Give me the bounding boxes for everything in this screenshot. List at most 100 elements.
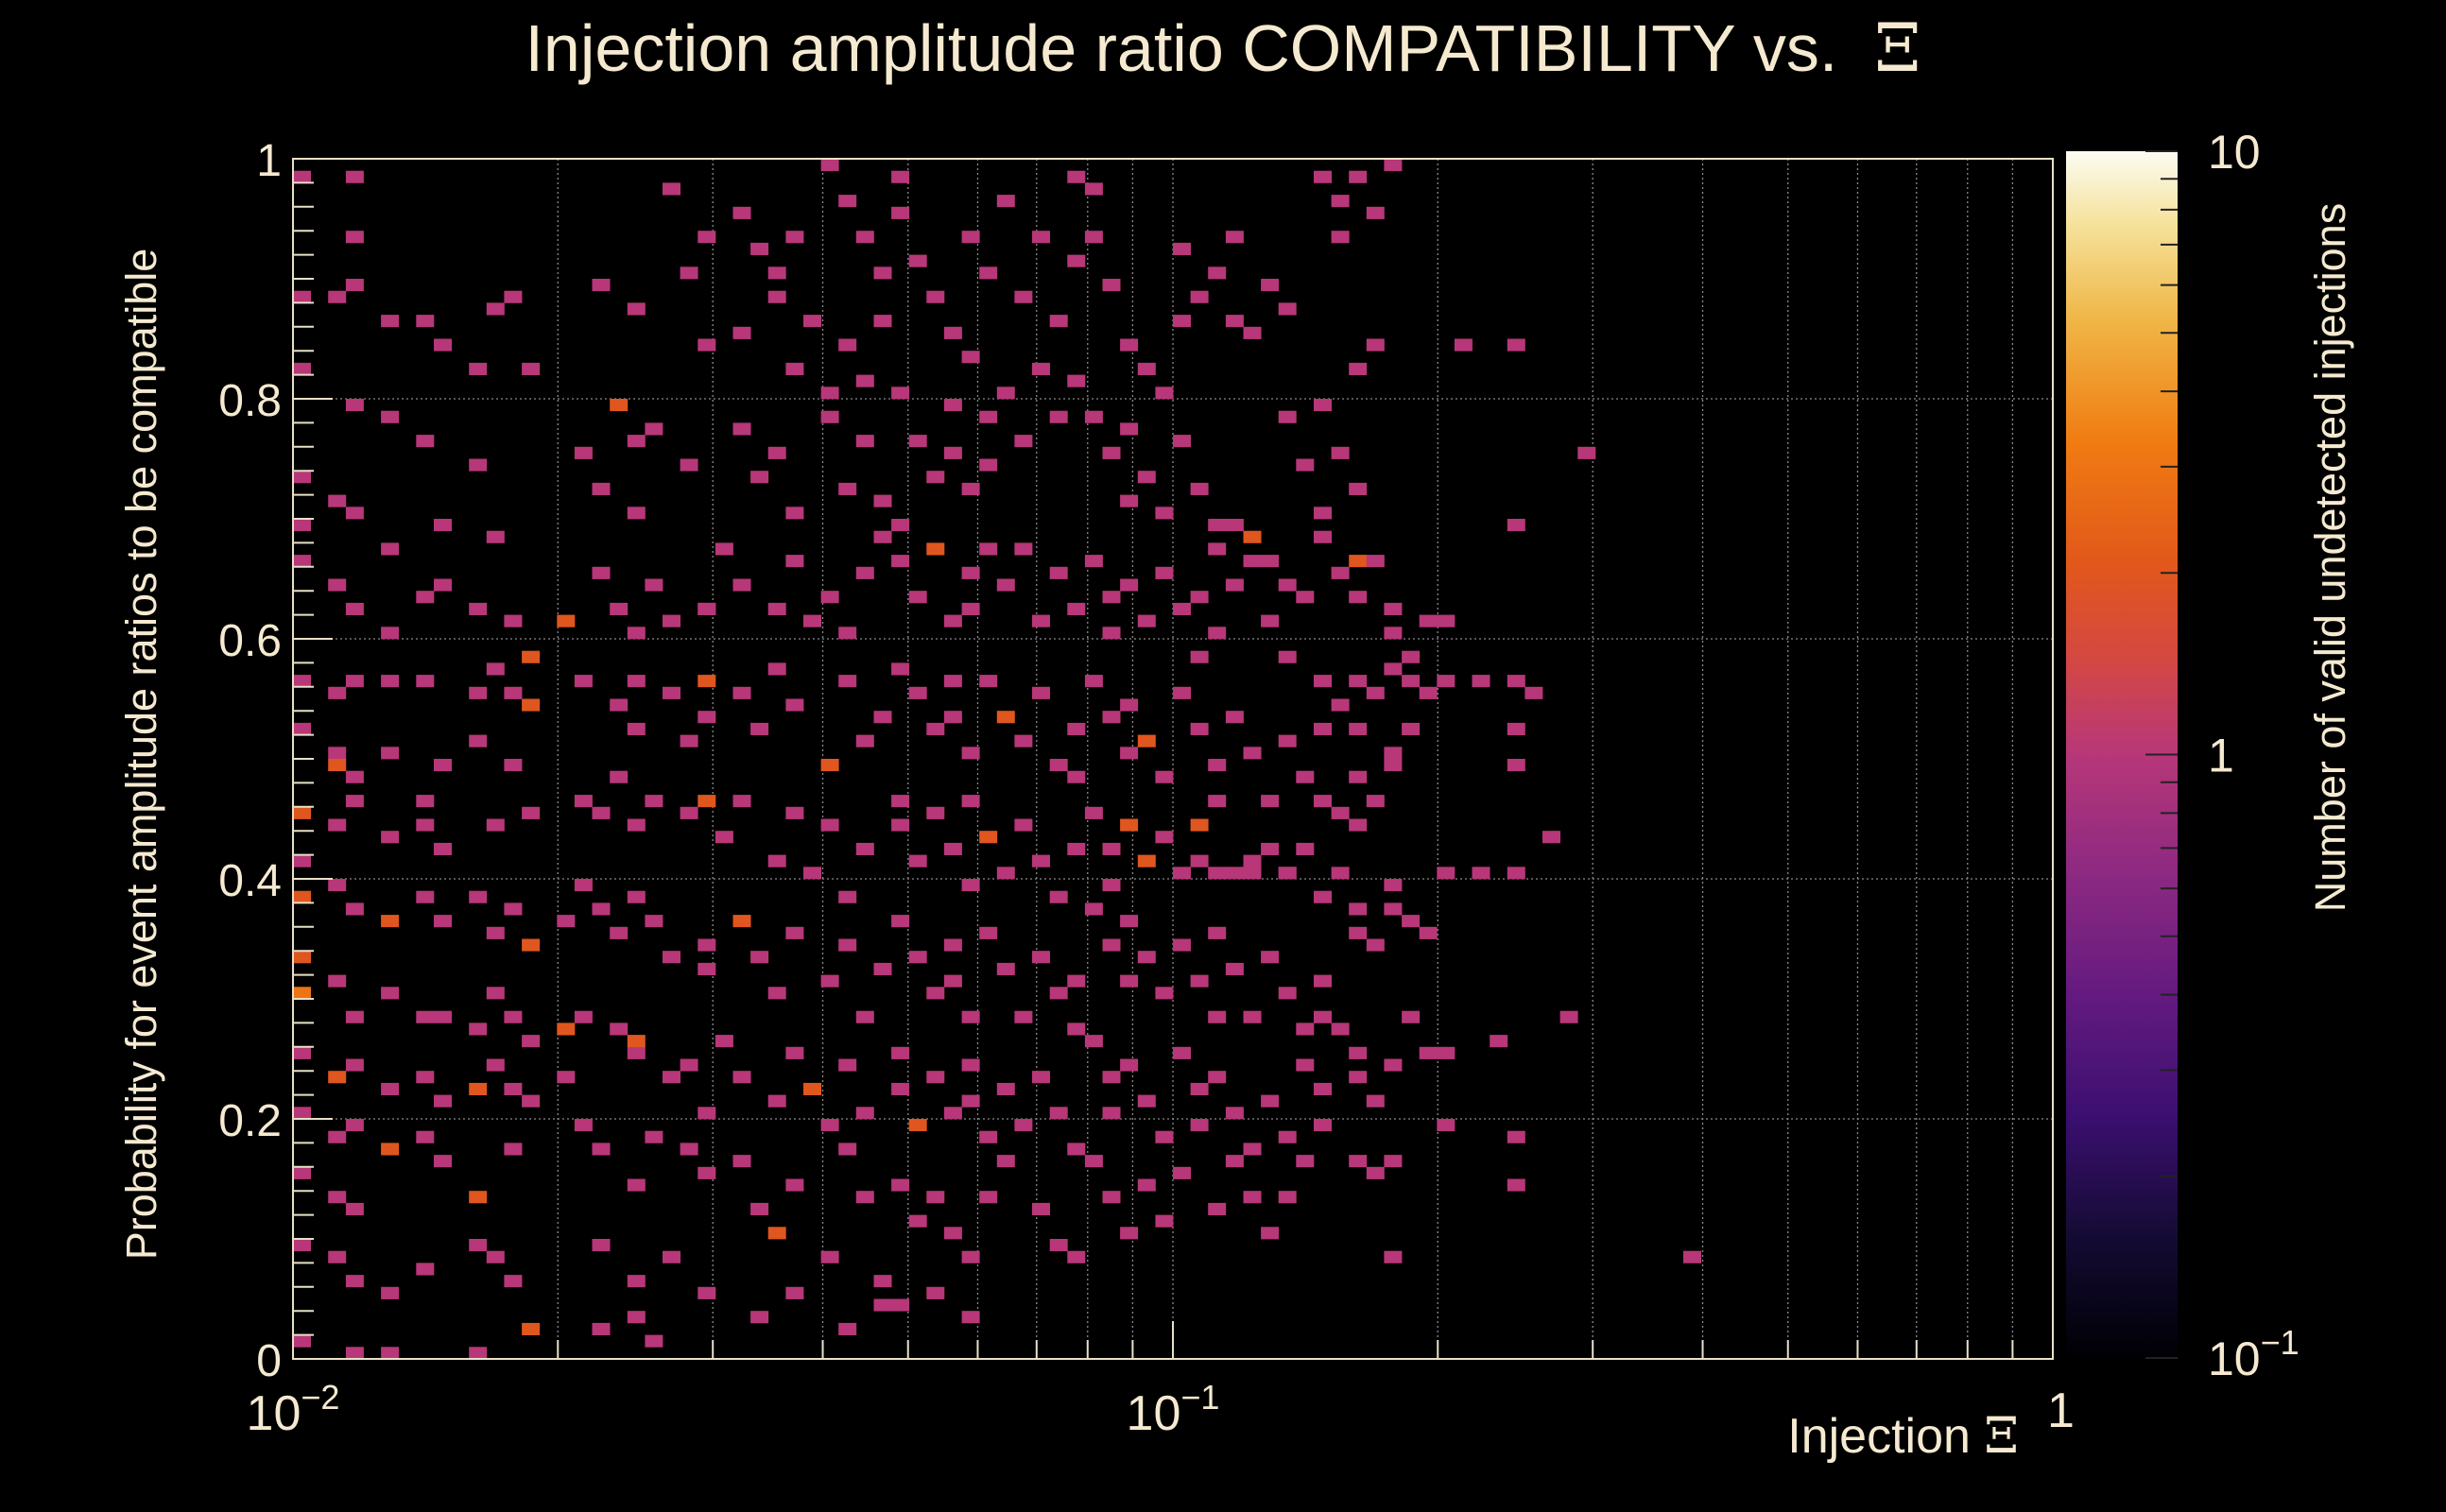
heatmap-cell xyxy=(1137,614,1156,627)
heatmap-cell xyxy=(504,1082,523,1095)
heatmap-cell xyxy=(873,530,892,543)
heatmap-cell xyxy=(328,974,347,988)
heatmap-cell xyxy=(891,387,910,400)
heatmap-cell xyxy=(1402,722,1421,735)
heatmap-cell xyxy=(767,1094,786,1108)
heatmap-cell xyxy=(1084,231,1103,244)
heatmap-cell xyxy=(961,1058,980,1072)
heatmap-cell xyxy=(1067,722,1086,735)
heatmap-cell xyxy=(645,795,663,808)
heatmap-cell xyxy=(504,614,523,627)
heatmap-cell xyxy=(1120,1058,1139,1072)
heatmap-cell xyxy=(820,410,839,423)
heatmap-cell xyxy=(838,890,857,903)
heatmap-cell xyxy=(645,915,663,928)
heatmap-cell xyxy=(504,290,523,303)
heatmap-cell xyxy=(1155,770,1174,783)
heatmap-cell xyxy=(785,1286,804,1299)
heatmap-cell xyxy=(785,926,804,939)
heatmap-cell xyxy=(381,675,400,688)
heatmap-cell xyxy=(1102,938,1121,952)
heatmap-cell xyxy=(767,266,786,280)
heatmap-cell xyxy=(1419,614,1438,627)
heatmap-cell xyxy=(698,338,716,352)
heatmap-cell xyxy=(1208,542,1227,556)
heatmap-cell xyxy=(996,195,1015,208)
heatmap-cell xyxy=(1278,987,1297,1000)
heatmap-cell xyxy=(522,1035,541,1048)
heatmap-cell xyxy=(1190,290,1209,303)
heatmap-cell xyxy=(1437,867,1456,880)
heatmap-cell xyxy=(680,1143,698,1156)
heatmap-cell xyxy=(1243,854,1262,868)
heatmap-cell xyxy=(1384,759,1403,772)
heatmap-cell xyxy=(1384,159,1403,172)
heatmap-cell xyxy=(345,1119,364,1132)
heatmap-cell xyxy=(627,890,646,903)
heatmap-cell xyxy=(1120,747,1139,760)
heatmap-cell xyxy=(1314,399,1332,412)
heatmap-cell xyxy=(1084,902,1103,916)
heatmap-cell xyxy=(328,747,347,760)
heatmap-cell xyxy=(574,675,593,688)
heatmap-cell xyxy=(1208,1010,1227,1023)
heatmap-cell xyxy=(680,806,698,819)
heatmap-cell xyxy=(1120,422,1139,436)
heatmap-cell xyxy=(1243,326,1262,339)
heatmap-cell xyxy=(1454,338,1473,352)
heatmap-cell xyxy=(785,1178,804,1192)
heatmap-cell xyxy=(1032,1202,1050,1215)
heatmap-cell xyxy=(1155,387,1174,400)
heatmap-cell xyxy=(1173,1046,1191,1059)
heatmap-cell xyxy=(785,362,804,375)
heatmap-cell xyxy=(698,1166,716,1179)
heatmap-cell xyxy=(820,1250,839,1263)
heatmap-cell xyxy=(328,1250,347,1263)
heatmap-cell xyxy=(522,650,541,663)
heatmap-cell xyxy=(1349,1071,1368,1084)
heatmap-cell xyxy=(522,362,541,375)
heatmap-cell xyxy=(345,795,364,808)
heatmap-cell xyxy=(522,1094,541,1108)
heatmap-cell xyxy=(610,399,629,412)
heatmap-cell xyxy=(434,1094,452,1108)
heatmap-cell xyxy=(592,1143,611,1156)
heatmap-cell xyxy=(855,1010,874,1023)
heatmap-cell xyxy=(486,530,505,543)
heatmap-cell xyxy=(891,206,910,219)
heatmap-cell xyxy=(1067,602,1086,615)
heatmap-cell xyxy=(1349,591,1368,604)
heatmap-cell xyxy=(1155,987,1174,1000)
heatmap-cell xyxy=(1084,806,1103,819)
heatmap-cell xyxy=(1190,591,1209,604)
heatmap-cell xyxy=(1349,362,1368,375)
heatmap-cell xyxy=(434,338,452,352)
heatmap-cell xyxy=(1366,938,1385,952)
heatmap-cell xyxy=(961,1094,980,1108)
heatmap-cell xyxy=(381,747,400,760)
heatmap-cell xyxy=(1137,951,1156,964)
heatmap-cell xyxy=(1014,435,1033,448)
heatmap-cell xyxy=(627,1275,646,1288)
heatmap-cell xyxy=(592,566,611,579)
heatmap-cell xyxy=(785,1046,804,1059)
heatmap-cell xyxy=(1102,879,1121,892)
heatmap-cell xyxy=(1014,542,1033,556)
heatmap-cell xyxy=(610,770,629,783)
heatmap-cell xyxy=(1032,614,1050,627)
heatmap-cell xyxy=(645,1334,663,1348)
heatmap-cell xyxy=(926,1191,945,1204)
heatmap-cell xyxy=(926,806,945,819)
heatmap-cell xyxy=(1225,578,1244,592)
heatmap-cell xyxy=(1384,902,1403,916)
heatmap-cell xyxy=(1349,1046,1368,1059)
y-tick-label: 0 xyxy=(256,1336,282,1386)
heatmap-cell xyxy=(767,854,786,868)
heatmap-cell xyxy=(1261,555,1280,568)
heatmap-cell xyxy=(1190,1082,1209,1095)
heatmap-cell xyxy=(1314,1082,1332,1095)
heatmap-cell xyxy=(293,519,311,532)
heatmap-cell xyxy=(1296,1022,1315,1036)
heatmap-cell xyxy=(663,614,680,627)
heatmap-cell xyxy=(1208,795,1227,808)
